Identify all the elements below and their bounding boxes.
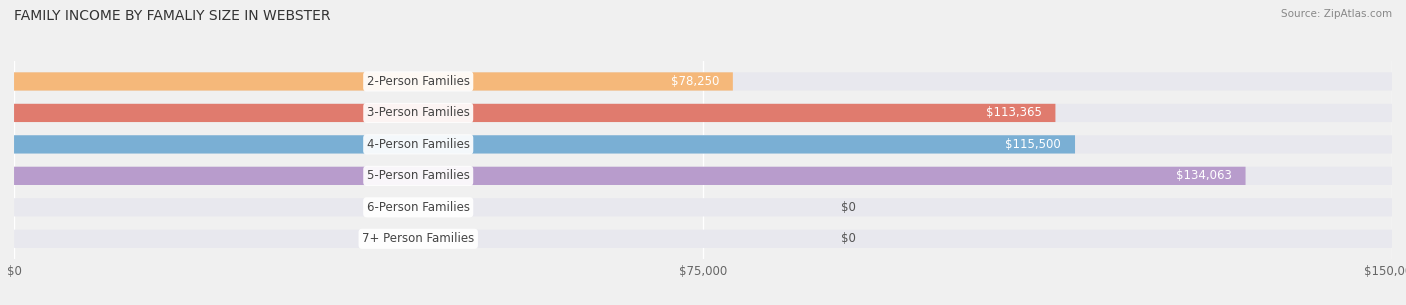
FancyBboxPatch shape (14, 167, 1246, 185)
FancyBboxPatch shape (14, 135, 1076, 153)
FancyBboxPatch shape (14, 135, 1392, 153)
FancyBboxPatch shape (14, 230, 1392, 248)
Text: 6-Person Families: 6-Person Families (367, 201, 470, 214)
FancyBboxPatch shape (14, 104, 1392, 122)
FancyBboxPatch shape (14, 72, 1392, 91)
Text: 4-Person Families: 4-Person Families (367, 138, 470, 151)
Text: 5-Person Families: 5-Person Families (367, 169, 470, 182)
FancyBboxPatch shape (14, 198, 1392, 217)
Text: FAMILY INCOME BY FAMALIY SIZE IN WEBSTER: FAMILY INCOME BY FAMALIY SIZE IN WEBSTER (14, 9, 330, 23)
Text: 7+ Person Families: 7+ Person Families (363, 232, 474, 245)
Text: 3-Person Families: 3-Person Families (367, 106, 470, 120)
FancyBboxPatch shape (14, 72, 733, 91)
Text: $78,250: $78,250 (671, 75, 718, 88)
Text: $115,500: $115,500 (1005, 138, 1062, 151)
Text: $0: $0 (841, 201, 856, 214)
Text: $0: $0 (841, 232, 856, 245)
Text: Source: ZipAtlas.com: Source: ZipAtlas.com (1281, 9, 1392, 19)
Text: $134,063: $134,063 (1175, 169, 1232, 182)
Text: $113,365: $113,365 (986, 106, 1042, 120)
Text: 2-Person Families: 2-Person Families (367, 75, 470, 88)
FancyBboxPatch shape (14, 104, 1056, 122)
FancyBboxPatch shape (14, 167, 1392, 185)
